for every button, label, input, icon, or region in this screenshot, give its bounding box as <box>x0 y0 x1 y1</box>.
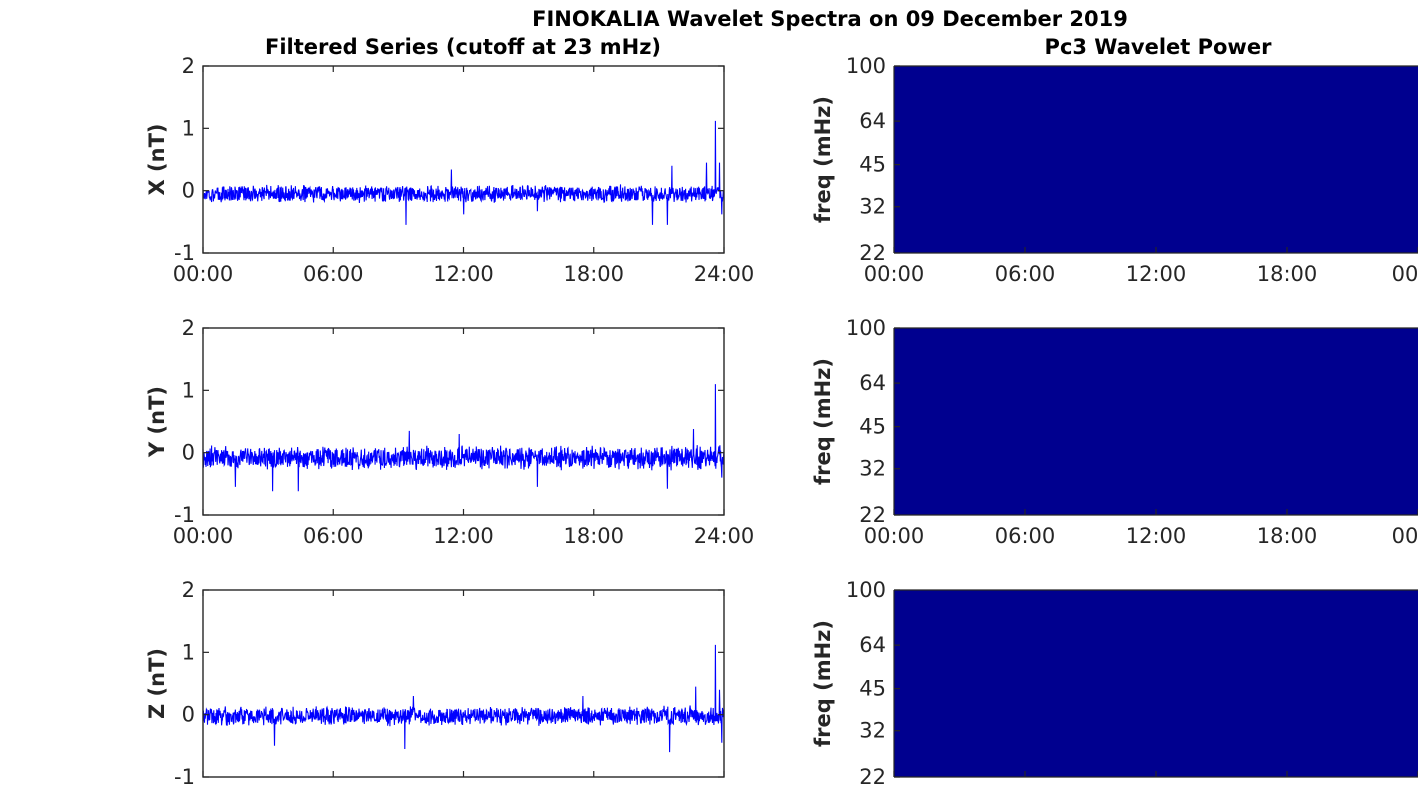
y-tick-label: 2 <box>182 54 195 78</box>
x-tick-label: 00:00 <box>173 262 234 286</box>
y-tick-label: 0 <box>182 179 195 203</box>
x-tick-label: 12:00 <box>433 524 494 548</box>
y-tick-label: 22 <box>859 503 886 527</box>
y-tick-label: 64 <box>859 633 886 657</box>
y-tick-label: 32 <box>859 719 886 743</box>
y-axis-label: Y (nT) <box>145 386 169 458</box>
y-axis-label: freq (mHz) <box>811 620 835 747</box>
y-tick-label: 0 <box>182 703 195 727</box>
x-tick-label: 06:00 <box>303 262 364 286</box>
y-tick-label: 1 <box>182 640 195 664</box>
wavelet-power-field <box>894 66 1418 253</box>
y-tick-label: 45 <box>859 153 886 177</box>
x-tick-label: 06:00 <box>995 262 1056 286</box>
y-tick-label: 100 <box>846 316 886 340</box>
y-tick-label: 22 <box>859 765 886 788</box>
left-column-title: Filtered Series (cutoff at 23 mHz) <box>265 35 661 59</box>
x-tick-label: 18:00 <box>563 262 624 286</box>
y-tick-label: 22 <box>859 241 886 265</box>
y-tick-label: 45 <box>859 677 886 701</box>
wavelet-panel-z: 22 32 45 64 100 freq (mHz) <box>811 578 1418 788</box>
y-axis-label: freq (mHz) <box>811 358 835 485</box>
x-tick-label: 18:00 <box>1257 524 1318 548</box>
series-panel-x: -1 0 1 2 00:00 06:00 12:00 18:00 24:00 X (nT) <box>145 54 754 286</box>
x-tick-label: 18:00 <box>563 524 624 548</box>
wavelet-panel-y: 22 32 45 64 100 00:00 06:00 12:00 18:00 00 freq (m… <box>811 316 1418 548</box>
wavelet-panel-x: 22 32 45 64 100 00:00 06:00 12:00 18:00 00 freq (m… <box>811 54 1418 286</box>
series-line-z <box>202 644 725 753</box>
y-tick-label: 2 <box>182 578 195 602</box>
series-line-x <box>202 120 725 225</box>
plot-frame <box>202 65 725 254</box>
y-tick-label: 64 <box>859 109 886 133</box>
y-axis-label: Z (nT) <box>145 648 169 719</box>
plot-frame <box>202 589 725 778</box>
y-tick-label: 100 <box>846 578 886 602</box>
wavelet-power-field <box>894 590 1418 777</box>
x-tick-label: 00:00 <box>864 524 925 548</box>
y-tick-label: 2 <box>182 316 195 340</box>
y-tick-label: 64 <box>859 371 886 395</box>
plot-frame <box>202 327 725 516</box>
wavelet-power-field <box>894 328 1418 515</box>
figure-title: FINOKALIA Wavelet Spectra on 09 December… <box>532 7 1128 31</box>
x-tick-label: 00:00 <box>864 262 925 286</box>
x-tick-label: 18:00 <box>1257 262 1318 286</box>
x-tick-label: 12:00 <box>1126 524 1187 548</box>
x-tick-label: 06:00 <box>995 524 1056 548</box>
series-panel-y: -1 0 1 2 00:00 06:00 12:00 18:00 24:00 Y (nT) <box>145 316 754 548</box>
x-tick-label: 00 <box>1392 262 1418 286</box>
y-tick-label: 1 <box>182 378 195 402</box>
x-tick-label: 12:00 <box>1126 262 1187 286</box>
y-tick-label: 100 <box>846 54 886 78</box>
y-tick-label: 32 <box>859 457 886 481</box>
y-tick-label: 32 <box>859 195 886 219</box>
y-tick-label: -1 <box>174 241 195 265</box>
y-tick-label: 45 <box>859 415 886 439</box>
x-tick-label: 06:00 <box>303 524 364 548</box>
x-tick-label: 24:00 <box>694 262 755 286</box>
x-tick-label: 24:00 <box>694 524 755 548</box>
x-tick-label: 00 <box>1392 524 1418 548</box>
x-tick-label: 12:00 <box>433 262 494 286</box>
y-tick-label: 1 <box>182 116 195 140</box>
right-column-title: Pc3 Wavelet Power <box>1045 35 1273 59</box>
series-panel-z: -1 0 1 2 Z (nT) <box>145 578 725 788</box>
y-axis-label: X (nT) <box>145 124 169 196</box>
y-axis-label: freq (mHz) <box>811 96 835 223</box>
y-tick-label: -1 <box>174 503 195 527</box>
x-tick-label: 00:00 <box>173 524 234 548</box>
series-line-y <box>202 384 725 492</box>
y-tick-label: 0 <box>182 441 195 465</box>
y-tick-label: -1 <box>174 765 195 788</box>
